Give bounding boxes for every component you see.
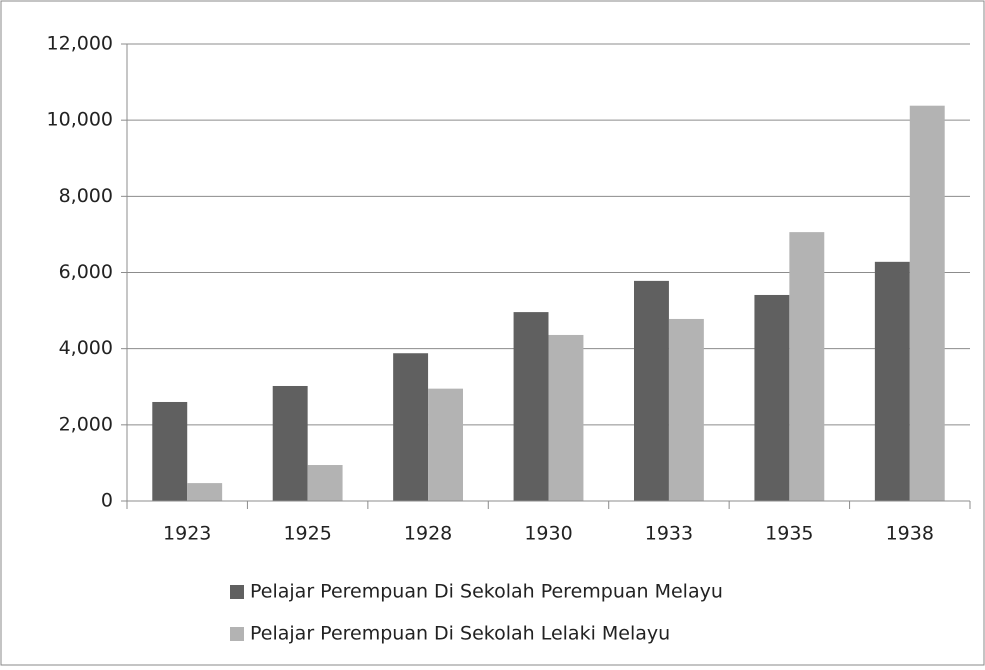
bar xyxy=(393,353,429,501)
x-tick-label: 1923 xyxy=(163,523,211,545)
legend-label: Pelajar Perempuan Di Sekolah Lelaki Mela… xyxy=(250,623,670,645)
bar xyxy=(272,385,308,501)
bar xyxy=(548,334,584,501)
bar xyxy=(789,232,825,502)
legend-swatch xyxy=(230,627,244,641)
y-tick-label: 0 xyxy=(101,490,113,512)
x-tick-label: 1938 xyxy=(886,523,934,545)
y-tick-label: 2,000 xyxy=(59,413,113,435)
bar xyxy=(428,388,463,501)
y-tick-label: 6,000 xyxy=(59,261,113,283)
x-tick-label: 1925 xyxy=(283,523,331,545)
bar xyxy=(754,294,790,501)
x-tick-label: 1930 xyxy=(524,523,572,545)
bar xyxy=(874,261,910,501)
y-tick-label: 10,000 xyxy=(47,109,113,131)
x-tick-label: 1935 xyxy=(765,523,813,545)
bar xyxy=(307,465,343,501)
bar xyxy=(634,280,669,501)
bar xyxy=(187,483,223,501)
y-tick-label: 12,000 xyxy=(47,33,113,55)
bar xyxy=(668,318,704,501)
bar xyxy=(152,401,188,501)
bar xyxy=(909,105,945,501)
bar xyxy=(513,312,549,501)
legend-swatch xyxy=(230,585,244,599)
x-tick-label: 1928 xyxy=(404,523,452,545)
y-tick-label: 4,000 xyxy=(59,337,113,359)
x-tick-label: 1933 xyxy=(645,523,693,545)
y-tick-label: 8,000 xyxy=(59,185,113,207)
legend-label: Pelajar Perempuan Di Sekolah Perempuan M… xyxy=(250,581,723,603)
